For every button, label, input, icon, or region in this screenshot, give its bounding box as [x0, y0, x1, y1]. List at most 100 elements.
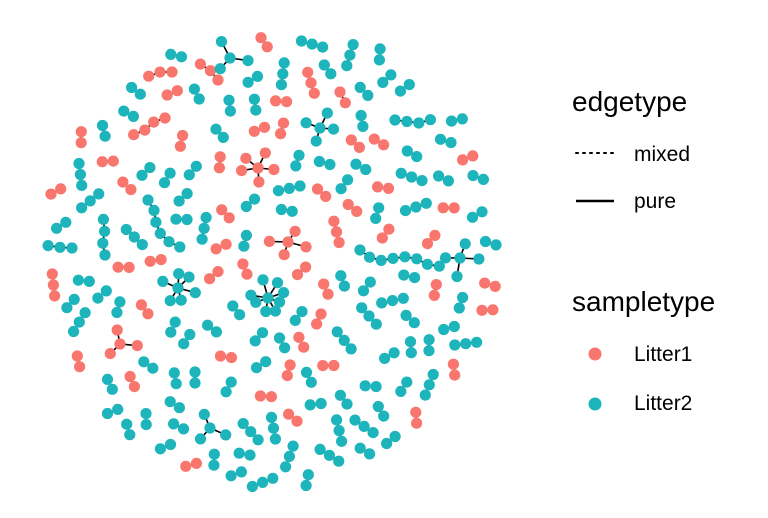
node-319: [71, 350, 83, 362]
node-172: [328, 359, 340, 372]
node-262: [164, 438, 177, 451]
legend-title-sampletype: sampletype: [572, 286, 716, 317]
node-299: [476, 304, 488, 316]
node-353: [448, 202, 460, 214]
node-324: [275, 203, 287, 216]
node-230: [410, 406, 422, 418]
node-149: [112, 261, 124, 273]
node-152: [216, 204, 228, 216]
node-349: [353, 141, 365, 153]
node-92: [68, 325, 80, 338]
node-133: [356, 302, 368, 314]
node-168: [405, 347, 417, 359]
node-73: [97, 213, 109, 225]
node-49: [271, 277, 284, 289]
node-26: [131, 340, 143, 352]
node-305: [313, 155, 325, 168]
node-357: [289, 314, 301, 326]
node-166: [173, 402, 185, 414]
node-21: [204, 65, 216, 77]
node-364: [144, 255, 156, 267]
node-90: [79, 307, 91, 319]
node-120: [401, 145, 413, 157]
node-371: [170, 378, 182, 390]
node-153: [227, 300, 239, 312]
node-190: [330, 226, 343, 238]
node-402: [257, 476, 269, 488]
node-116: [283, 450, 295, 462]
node-163: [290, 160, 302, 172]
node-346: [213, 162, 225, 174]
node-176: [277, 68, 289, 80]
node-333: [423, 334, 435, 346]
node-44: [269, 305, 281, 317]
node-311: [467, 170, 479, 182]
node-216: [382, 182, 395, 194]
node-411: [180, 460, 192, 472]
node-397: [125, 184, 137, 196]
node-125: [438, 323, 450, 336]
node-403: [246, 480, 258, 493]
node-246: [256, 327, 269, 339]
node-308: [111, 306, 123, 319]
node-401: [267, 472, 279, 484]
node-185: [142, 308, 154, 320]
node-84: [413, 117, 425, 129]
node-368: [334, 389, 346, 401]
node-287: [241, 268, 253, 280]
node-338: [302, 469, 314, 481]
node-285: [128, 381, 140, 393]
node-202: [338, 334, 350, 346]
node-144: [212, 266, 224, 278]
node-187: [333, 425, 345, 437]
node-378: [169, 316, 181, 328]
node-239: [314, 443, 326, 455]
node-193: [423, 379, 435, 391]
node-54: [198, 408, 210, 420]
node-113: [372, 400, 384, 413]
node-388: [101, 407, 114, 420]
node-389: [445, 115, 458, 127]
node-145: [225, 352, 237, 364]
node-347: [214, 151, 226, 163]
node-156: [305, 77, 317, 89]
node-343: [181, 213, 193, 226]
node-255: [362, 89, 374, 101]
node-18: [334, 86, 346, 98]
node-300: [487, 304, 499, 316]
node-78: [399, 251, 411, 263]
node-109: [76, 202, 88, 214]
node-337: [354, 442, 366, 454]
node-110: [397, 292, 409, 304]
node-302: [74, 168, 86, 181]
node-225: [370, 381, 382, 393]
node-286: [237, 258, 249, 270]
node-158: [238, 240, 250, 252]
node-264: [138, 356, 150, 368]
node-82: [389, 114, 401, 126]
node-58: [439, 252, 452, 264]
node-197: [277, 117, 290, 129]
node-198: [275, 128, 287, 140]
node-330: [55, 183, 67, 195]
node-147: [107, 155, 119, 167]
node-119: [106, 383, 118, 395]
node-63: [42, 240, 54, 252]
node-361: [126, 81, 138, 94]
node-297: [210, 123, 222, 135]
node-102: [476, 206, 488, 218]
network-graph: [42, 32, 502, 493]
node-48: [257, 274, 269, 286]
node-284: [124, 370, 136, 383]
node-148: [96, 156, 108, 168]
node-39: [157, 275, 169, 287]
node-28: [214, 63, 226, 75]
node-121: [411, 151, 423, 163]
node-250: [298, 341, 310, 353]
node-237: [333, 455, 345, 467]
node-215: [248, 193, 261, 205]
node-318: [74, 361, 86, 373]
node-344: [449, 369, 461, 381]
node-370: [168, 367, 180, 379]
node-174: [283, 408, 295, 420]
